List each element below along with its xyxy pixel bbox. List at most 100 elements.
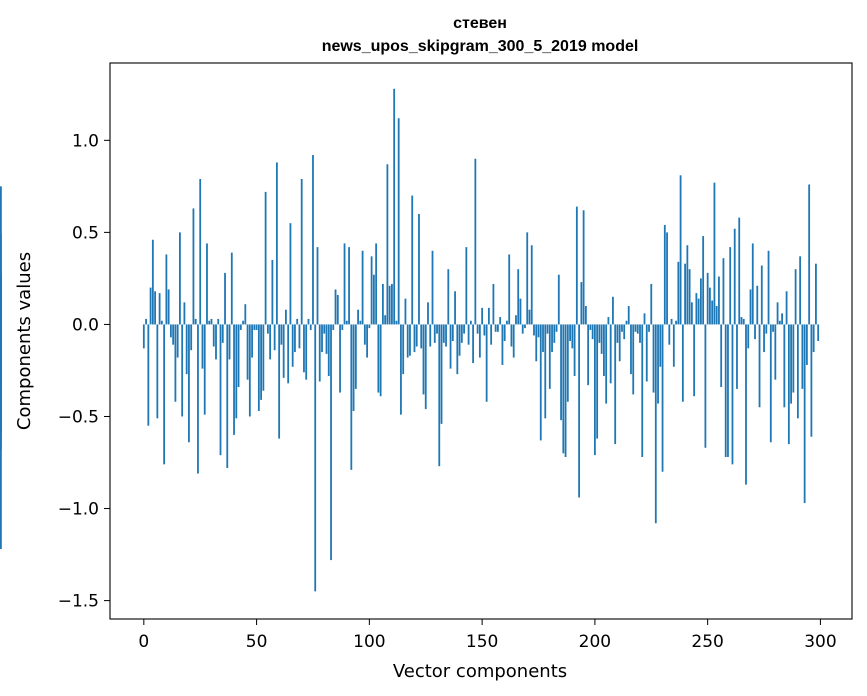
- bar-281: [776, 302, 779, 325]
- bar-284: [783, 324, 786, 408]
- bar-185: [560, 324, 562, 421]
- bar-108: [386, 164, 389, 325]
- bar-146: [472, 324, 474, 364]
- bar-175: [537, 324, 540, 338]
- bar-242: [688, 269, 691, 325]
- bar-287: [790, 324, 792, 404]
- bar-266: [742, 318, 745, 325]
- bar-63: [285, 309, 287, 325]
- bar-278: [769, 324, 772, 443]
- bar-68: [296, 318, 299, 325]
- bar-189: [569, 324, 571, 341]
- bar-120: [413, 324, 416, 353]
- bar-12: [169, 324, 172, 338]
- bar-201: [596, 324, 599, 439]
- bar-256: [720, 324, 723, 388]
- bar-183: [555, 324, 558, 332]
- bar-297: [812, 324, 815, 353]
- bar-275: [763, 324, 765, 353]
- bar-69: [298, 324, 301, 349]
- bar-undefined: [0, 300, 2, 325]
- bar-289: [794, 269, 797, 325]
- bar-103: [375, 243, 378, 325]
- bar-19: [185, 324, 188, 375]
- bar-271: [754, 324, 756, 340]
- bar-107: [384, 315, 387, 325]
- bar-262: [733, 228, 736, 325]
- bar-168: [521, 324, 524, 334]
- bar-250: [706, 272, 709, 325]
- bar-251: [709, 287, 711, 325]
- bar-228: [657, 324, 659, 404]
- bar-30: [210, 318, 213, 325]
- bar-135: [447, 269, 450, 325]
- bar-72: [305, 324, 308, 380]
- y-tick-label-2: 0.0: [72, 315, 99, 335]
- bar-209: [614, 324, 617, 445]
- bar-259: [727, 324, 729, 457]
- bar-122: [418, 213, 420, 325]
- bar-56: [269, 324, 272, 360]
- bar-5: [154, 291, 156, 325]
- bar-132: [440, 324, 443, 424]
- x-tick-label-0: 0: [138, 632, 149, 652]
- bar-61: [280, 324, 283, 345]
- bar-205: [605, 324, 608, 404]
- bar-88: [341, 324, 344, 330]
- bar-series: [0, 88, 820, 592]
- bar-59: [275, 162, 278, 325]
- bar-187: [564, 324, 567, 457]
- bar-26: [201, 324, 204, 369]
- bar-74: [309, 324, 312, 330]
- bar-66: [291, 324, 294, 367]
- bar-208: [612, 296, 614, 325]
- bar-211: [618, 324, 621, 362]
- bar-98: [363, 324, 366, 345]
- bar-121: [415, 324, 418, 347]
- bar-195: [582, 210, 585, 325]
- bar-274: [760, 265, 763, 325]
- y-tick-label-0: 1.0: [72, 131, 99, 151]
- bar-142: [463, 324, 465, 334]
- bar-170: [526, 232, 529, 325]
- bar-125: [424, 324, 427, 410]
- bar-7: [158, 293, 161, 325]
- bar-182: [553, 324, 556, 343]
- bar-28: [206, 243, 208, 325]
- bar-257: [722, 258, 725, 325]
- bar-277: [767, 250, 770, 325]
- bar-37: [226, 324, 229, 469]
- bar-84: [332, 324, 335, 330]
- bar-128: [431, 250, 434, 325]
- bar-180: [548, 324, 551, 389]
- y-axis-ticks: 1.0 0.5 0.0 −0.5 −1.0 −1.5: [58, 131, 110, 612]
- bar-233: [668, 324, 671, 345]
- bar-14: [174, 324, 177, 402]
- bar-210: [616, 324, 619, 343]
- bar-15: [176, 324, 179, 358]
- bar-207: [609, 324, 612, 384]
- bar-71: [303, 324, 305, 373]
- bar-147: [474, 158, 477, 325]
- bar-258: [724, 324, 727, 457]
- bar-49: [253, 324, 256, 330]
- bar-229: [659, 324, 662, 367]
- bar-238: [679, 175, 682, 325]
- bar-162: [508, 254, 511, 325]
- bar-133: [442, 324, 445, 343]
- bar-95: [357, 309, 359, 325]
- bar-127: [429, 324, 432, 347]
- bar-253: [713, 182, 716, 325]
- bar-106: [381, 283, 384, 325]
- bar-139: [456, 324, 459, 375]
- bar-221: [641, 324, 644, 457]
- bar-226: [652, 324, 655, 393]
- bar-261: [731, 324, 734, 465]
- bar-157: [497, 324, 499, 332]
- bar-58: [273, 324, 276, 351]
- x-axis-label: Vector components: [393, 661, 567, 682]
- bar-220: [639, 324, 641, 343]
- bar-237: [677, 261, 680, 325]
- bar-224: [648, 324, 650, 332]
- bar-199: [591, 324, 594, 340]
